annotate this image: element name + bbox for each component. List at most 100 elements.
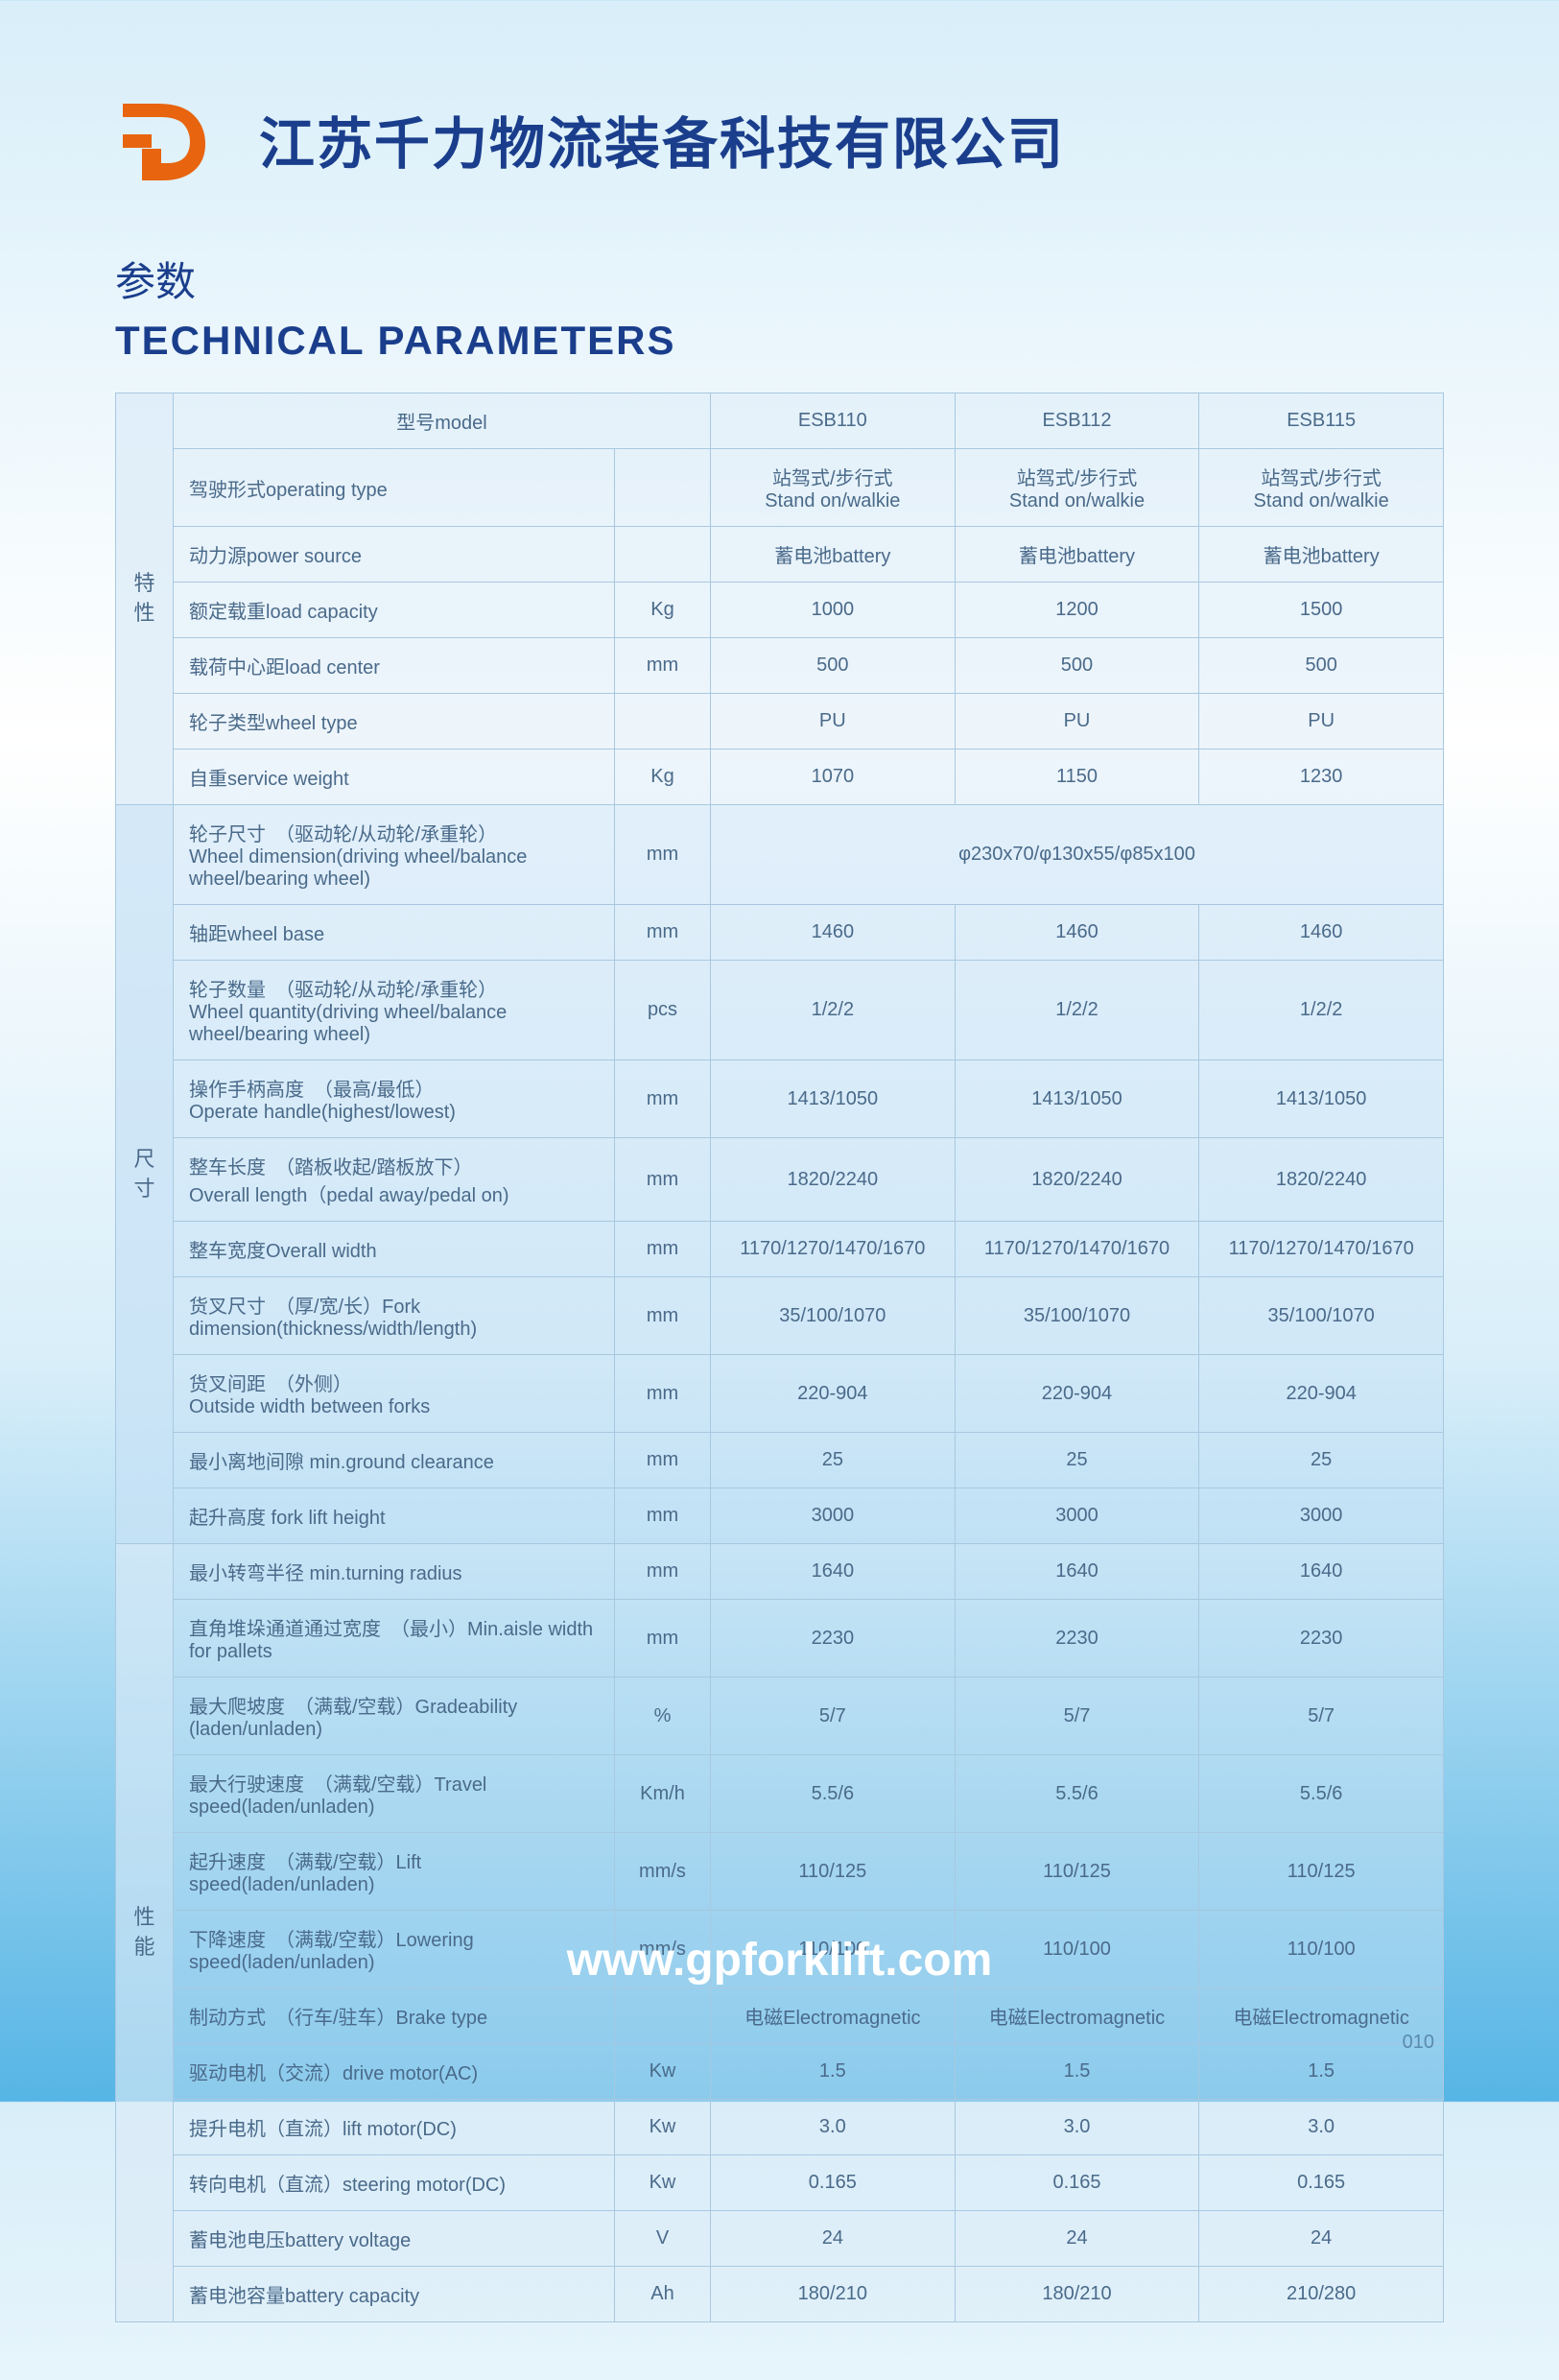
param-unit: mm [615, 905, 711, 961]
param-label: 货叉尺寸 （厚/宽/长）Fork dimension(thickness/wid… [174, 1277, 615, 1355]
param-value: 220-904 [1199, 1355, 1444, 1433]
param-value: φ230x70/φ130x55/φ85x100 [711, 805, 1444, 905]
param-value: 1200 [955, 583, 1199, 638]
param-value: 1/2/2 [711, 961, 956, 1060]
param-value: 110/125 [1199, 1833, 1444, 1911]
table-row: 驾驶形式operating type 站驾式/步行式Stand on/walkie… [116, 449, 1444, 527]
param-value: 1230 [1199, 750, 1444, 805]
param-label: 起升高度 fork lift height [174, 1488, 615, 1544]
param-value: 电磁Electromagnetic [711, 1988, 956, 2044]
param-value: 1460 [711, 905, 956, 961]
table-row: 制动方式 （行车/驻车）Brake type电磁Electromagnetic电… [116, 1988, 1444, 2044]
param-label: 轮子数量 （驱动轮/从动轮/承重轮）Wheel quantity(driving… [174, 961, 615, 1060]
param-unit: V [615, 2211, 711, 2267]
param-unit [615, 1988, 711, 2044]
param-value: 5.5/6 [1199, 1755, 1444, 1833]
param-value: PU [711, 694, 956, 750]
param-value: 24 [711, 2211, 956, 2267]
param-value: 220-904 [955, 1355, 1199, 1433]
param-value: 电磁Electromagnetic [955, 1988, 1199, 2044]
table-row: 起升高度 fork lift heightmm300030003000 [116, 1488, 1444, 1544]
table-row: 自重service weightKg107011501230 [116, 750, 1444, 805]
table-row: 蓄电池容量battery capacityAh180/210180/210210… [116, 2267, 1444, 2322]
param-label: 提升电机（直流）lift motor(DC) [174, 2100, 615, 2155]
table-row: 最小离地间隙 min.ground clearancemm252525 [116, 1433, 1444, 1488]
param-value: ESB112 [955, 393, 1199, 449]
page-number: 010 [1403, 2032, 1434, 2054]
header: 江苏千力物流装备科技有限公司 [115, 96, 1444, 182]
group-label: 特性 [116, 393, 174, 805]
param-value: 1170/1270/1470/1670 [711, 1222, 956, 1277]
param-value: 1.5 [711, 2044, 956, 2100]
param-value: 5/7 [1199, 1678, 1444, 1755]
param-value: 1640 [955, 1544, 1199, 1600]
param-value: 1640 [1199, 1544, 1444, 1600]
param-value: 5.5/6 [955, 1755, 1199, 1833]
param-value: 35/100/1070 [1199, 1277, 1444, 1355]
param-value: 3.0 [955, 2100, 1199, 2155]
param-label: 操作手柄高度 （最高/最低）Operate handle(highest/low… [174, 1060, 615, 1138]
param-value: 25 [711, 1433, 956, 1488]
param-value: ESB110 [711, 393, 956, 449]
table-row: 直角堆垛通道通过宽度 （最小）Min.aisle width for palle… [116, 1600, 1444, 1678]
param-label: 最小转弯半径 min.turning radius [174, 1544, 615, 1600]
param-label: 最大行驶速度 （满载/空载）Travel speed(laden/unladen… [174, 1755, 615, 1833]
param-value: 站驾式/步行式Stand on/walkie [955, 449, 1199, 527]
param-value: 25 [1199, 1433, 1444, 1488]
param-value: 5/7 [711, 1678, 956, 1755]
group-label: 性能 [116, 1544, 174, 2322]
param-value: 1170/1270/1470/1670 [1199, 1222, 1444, 1277]
table-row: 额定载重load capacityKg100012001500 [116, 583, 1444, 638]
param-value: 1413/1050 [955, 1060, 1199, 1138]
param-value: 500 [1199, 638, 1444, 694]
param-value: 24 [955, 2211, 1199, 2267]
table-row: 起升速度 （满载/空载）Lift speed(laden/unladen)mm/… [116, 1833, 1444, 1911]
param-label: 整车宽度Overall width [174, 1222, 615, 1277]
param-label: 最小离地间隙 min.ground clearance [174, 1433, 615, 1488]
param-value: 1500 [1199, 583, 1444, 638]
param-value: 3000 [955, 1488, 1199, 1544]
param-value: 0.165 [1199, 2155, 1444, 2211]
param-value: 1150 [955, 750, 1199, 805]
param-value: ESB115 [1199, 393, 1444, 449]
param-value: 1820/2240 [955, 1138, 1199, 1222]
param-unit: mm [615, 1488, 711, 1544]
param-value: 5.5/6 [711, 1755, 956, 1833]
company-logo-icon [115, 96, 230, 182]
param-label: 驾驶形式operating type [174, 449, 615, 527]
param-label: 起升速度 （满载/空载）Lift speed(laden/unladen) [174, 1833, 615, 1911]
param-label: 转向电机（直流）steering motor(DC) [174, 2155, 615, 2211]
table-row: 蓄电池电压battery voltageV242424 [116, 2211, 1444, 2267]
table-row: 动力源power source蓄电池battery蓄电池battery蓄电池ba… [116, 527, 1444, 583]
param-value: 1413/1050 [1199, 1060, 1444, 1138]
param-unit: mm [615, 1433, 711, 1488]
company-name: 江苏千力物流装备科技有限公司 [259, 99, 1065, 179]
param-value: 站驾式/步行式Stand on/walkie [711, 449, 956, 527]
param-value: 24 [1199, 2211, 1444, 2267]
param-value: 220-904 [711, 1355, 956, 1433]
param-unit: Kw [615, 2100, 711, 2155]
param-unit: mm [615, 805, 711, 905]
param-label: 蓄电池容量battery capacity [174, 2267, 615, 2322]
footer-url: www.gpforklift.com [0, 1934, 1559, 1987]
group-label: 尺寸 [116, 805, 174, 1544]
param-value: 蓄电池battery [1199, 527, 1444, 583]
param-value: 1413/1050 [711, 1060, 956, 1138]
param-label: 最大爬坡度 （满载/空载）Gradeability (laden/unladen… [174, 1678, 615, 1755]
param-label: 整车长度 （踏板收起/踏板放下）Overall length（pedal awa… [174, 1138, 615, 1222]
param-label: 型号model [174, 393, 711, 449]
table-row: 提升电机（直流）lift motor(DC)Kw3.03.03.0 [116, 2100, 1444, 2155]
param-unit: Ah [615, 2267, 711, 2322]
param-label: 轴距wheel base [174, 905, 615, 961]
param-unit: % [615, 1678, 711, 1755]
param-label: 驱动电机（交流）drive motor(AC) [174, 2044, 615, 2100]
table-row: 操作手柄高度 （最高/最低）Operate handle(highest/low… [116, 1060, 1444, 1138]
table-row: 尺寸轮子尺寸 （驱动轮/从动轮/承重轮）Wheel dimension(driv… [116, 805, 1444, 905]
param-label: 自重service weight [174, 750, 615, 805]
param-unit: mm [615, 1600, 711, 1678]
section-title-en: TECHNICAL PARAMETERS [115, 318, 1444, 364]
table-row: 特性型号modelESB110ESB112ESB115 [116, 393, 1444, 449]
param-value: 500 [711, 638, 956, 694]
param-label: 轮子尺寸 （驱动轮/从动轮/承重轮）Wheel dimension(drivin… [174, 805, 615, 905]
param-value: 2230 [955, 1600, 1199, 1678]
